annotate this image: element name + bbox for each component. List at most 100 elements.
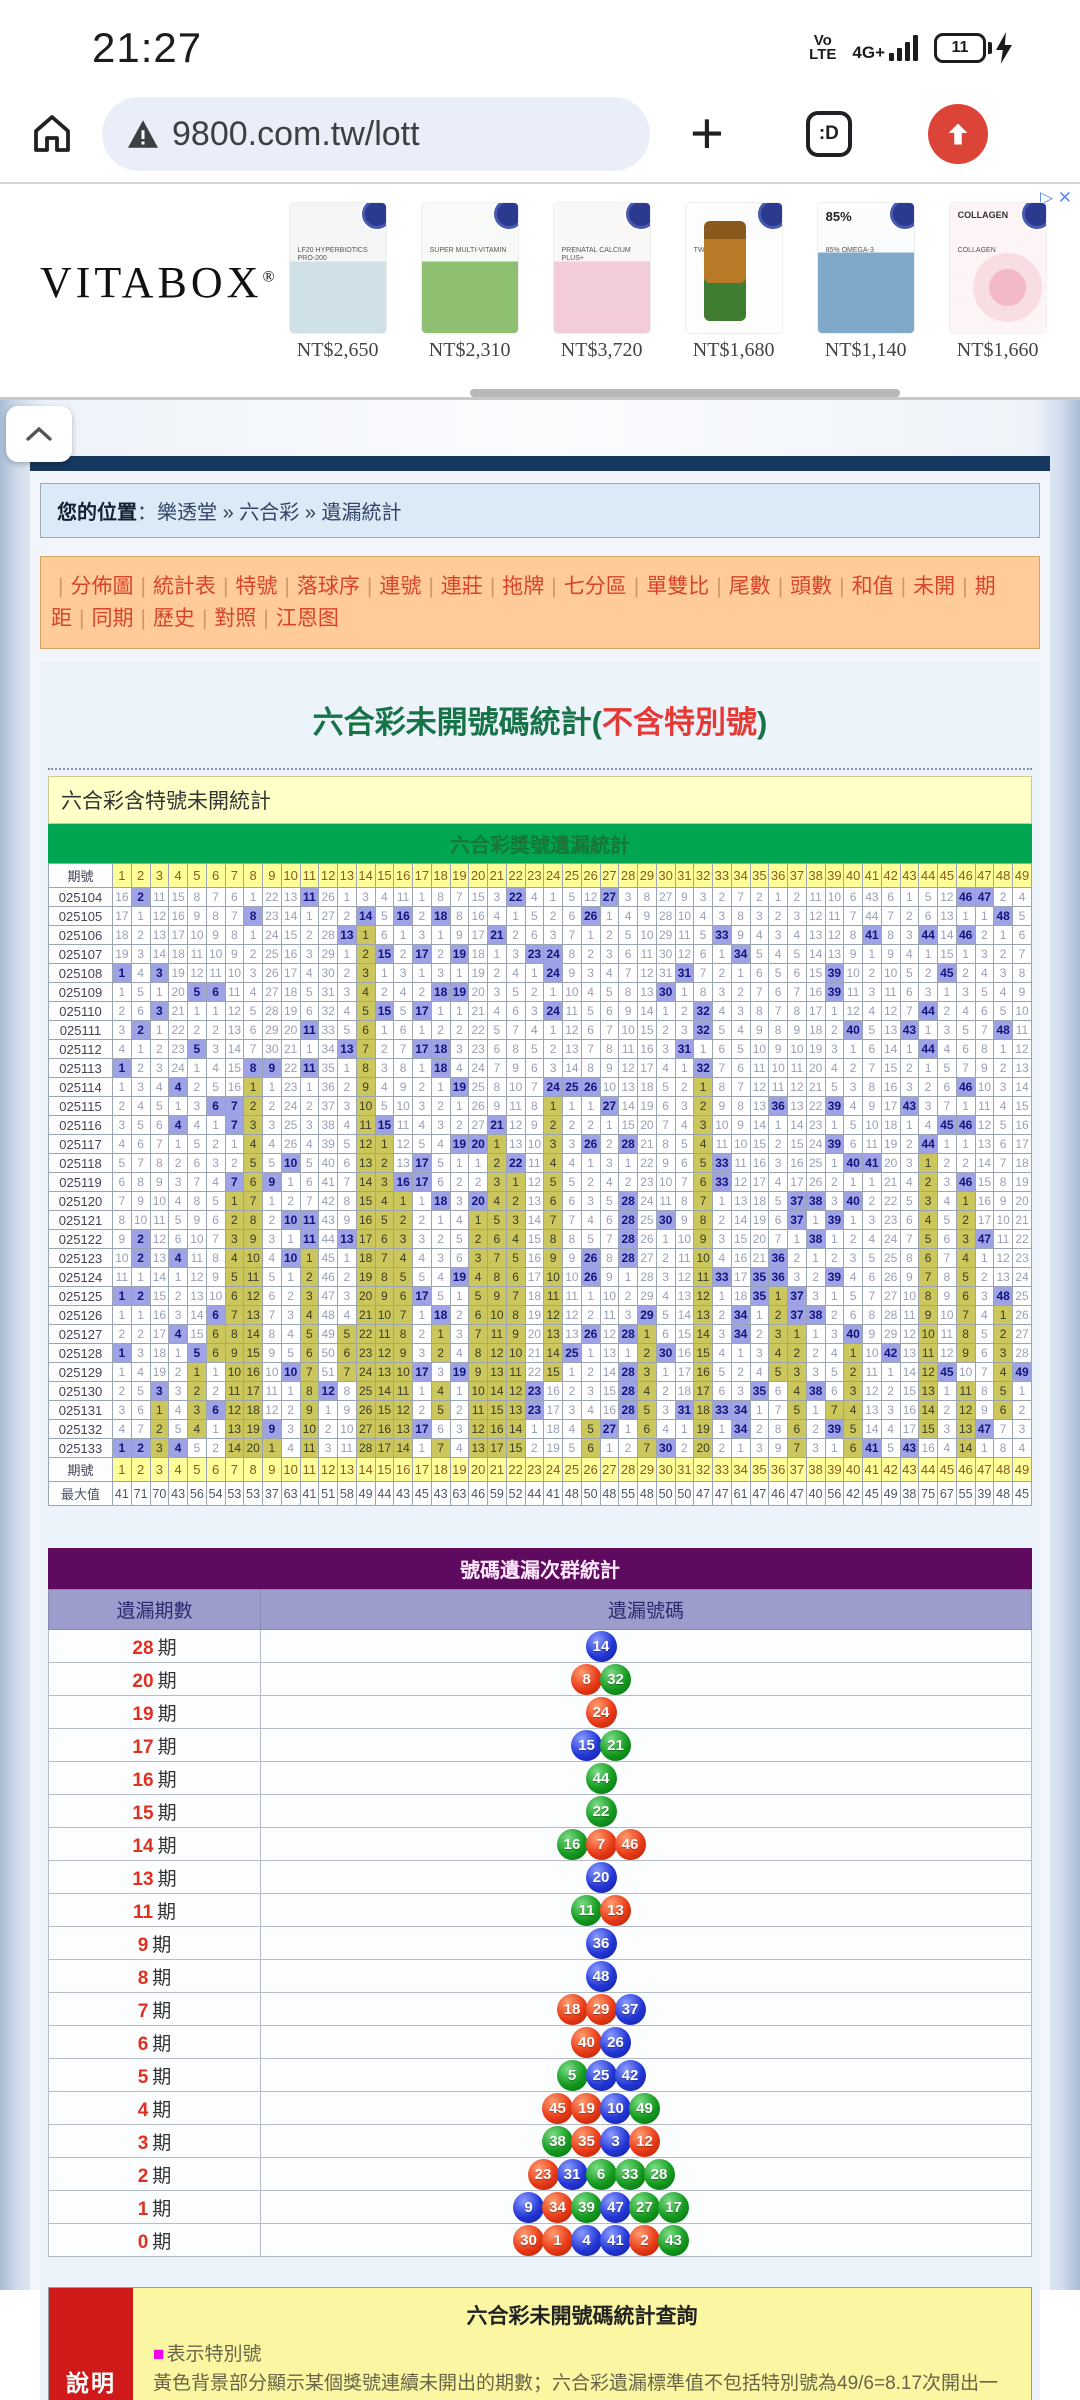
omission-cell: 22 (280, 1058, 301, 1078)
max-value-cell: 38 (899, 1481, 920, 1506)
nav-link-11[interactable]: 頭數 (790, 575, 833, 598)
omission-cell: 1 (805, 1324, 826, 1344)
omission-cell: 2 (112, 1096, 132, 1116)
omission-cell: 5 (243, 1001, 263, 1021)
nav-link-6[interactable]: 連莊 (440, 575, 483, 598)
omission-cell: 8 (1012, 963, 1032, 983)
omission-cell: 15 (787, 1134, 807, 1154)
lottery-ball: 1 (542, 2224, 573, 2256)
nav-link-1[interactable]: 分佈圖 (70, 575, 134, 598)
omission-cell: 6 (505, 1267, 526, 1287)
omission-cell: 4 (955, 1248, 976, 1268)
nav-link-16[interactable]: 歷史 (152, 606, 195, 630)
omission-cell: 21 (1012, 1210, 1032, 1230)
nav-link-13[interactable]: 未開 (913, 575, 956, 598)
omission-cell: 18 (149, 1343, 170, 1363)
update-button[interactable] (927, 104, 988, 164)
omission-cell: 21 (637, 1134, 657, 1154)
omission-cell: 9 (337, 1210, 357, 1230)
omission-cell: 9 (262, 1419, 282, 1439)
breadcrumb-lottery[interactable]: 六合彩 (239, 502, 300, 524)
omission-cell: 23 (880, 1210, 901, 1230)
nav-link-4[interactable]: 落球序 (296, 575, 360, 598)
nav-link-5[interactable]: 連號 (379, 575, 422, 598)
omission-cell: 1 (918, 1153, 938, 1173)
omission-cell: 12 (224, 1400, 245, 1420)
nav-link-7[interactable]: 拖牌 (502, 575, 545, 598)
number-column-header: 9 (262, 1457, 282, 1482)
omission-cell: 1 (430, 1001, 451, 1021)
ad-product[interactable]: LF20 HYPERBIOTICS PRO-200 NT$2,650 (279, 203, 397, 362)
omission-cell: 11 (843, 982, 863, 1002)
new-tab-button[interactable]: + (690, 101, 724, 166)
number-column-header: 43 (899, 863, 920, 888)
web-page: 您的位置：樂透堂 » 六合彩 » 遺漏統計 | 分佈圖 | 統計表 | 特號 | 落球序 | 連號… (0, 400, 1080, 2400)
ad-product[interactable]: TWK10 NT$1,680 (675, 203, 793, 362)
omission-cell: 1 (112, 1058, 132, 1078)
ad-close-icon[interactable]: ✕ (1057, 188, 1072, 207)
nav-link-3[interactable]: 特號 (235, 575, 278, 598)
omission-cell: 1 (974, 1438, 995, 1458)
omission-cell: 1 (768, 1115, 788, 1135)
nav-separator: | (222, 575, 229, 598)
nav-link-9[interactable]: 單雙比 (646, 575, 710, 598)
nav-link-15[interactable]: 同期 (91, 606, 134, 630)
tab-switcher-button[interactable]: :D (805, 111, 852, 157)
omission-cell: 3 (187, 1400, 207, 1420)
omission-cell: 1 (449, 1096, 470, 1116)
omission-cell: 1 (299, 906, 320, 926)
nav-link-8[interactable]: 七分區 (563, 575, 627, 598)
omission-cell: 17 (880, 1096, 901, 1116)
omission-cell: 2 (749, 1324, 770, 1344)
nav-link-18[interactable]: 江恩图 (275, 606, 339, 630)
collapse-ad-button[interactable] (6, 406, 72, 462)
omission-cell: 10 (1012, 1001, 1032, 1021)
miss-numbers-cell: 36 (260, 1926, 1032, 1960)
omission-cell: 2 (937, 1001, 957, 1021)
omission-cell: 5 (768, 1191, 788, 1211)
omission-cell: 32 (318, 1001, 338, 1021)
ad-product[interactable]: PRENATAL CALCIUM PLUS+ NT$3,720 (543, 203, 661, 362)
max-value-cell: 47 (787, 1481, 807, 1506)
omission-cell: 33 (318, 1020, 338, 1040)
ad-banner[interactable]: ▷ ✕ VITABOX® LF20 HYPERBIOTICS PRO-200 NT… (0, 182, 1080, 400)
omission-cell: 1 (937, 1381, 957, 1401)
omission-cell: 9 (205, 925, 226, 945)
lottery-ball: 5 (556, 2059, 588, 2091)
breadcrumb-home[interactable]: 樂透堂 (157, 502, 217, 524)
omission-cell: 8 (955, 1324, 976, 1344)
omission-cell: 22 (637, 1153, 657, 1173)
nav-link-10[interactable]: 尾數 (728, 575, 771, 598)
ad-carousel-scrollbar[interactable] (470, 389, 900, 397)
omission-cell: 12 (937, 887, 957, 907)
ad-product[interactable]: SUPER MULTI-VITAMIN NT$2,310 (411, 203, 529, 362)
omission-cell: 25 (805, 1153, 826, 1173)
nav-link-2[interactable]: 統計表 (152, 575, 216, 598)
nav-link-12[interactable]: 和值 (851, 575, 894, 598)
number-column-header: 39 (824, 863, 845, 888)
omission-cell: 1 (580, 925, 601, 945)
ad-product[interactable]: 85% OMEGA-3NT$1,140 (807, 203, 925, 362)
nav-link-14[interactable]: 期距 (51, 575, 996, 630)
omission-cell: 41 (318, 1172, 338, 1192)
miss-numbers-cell: 44 (260, 1761, 1032, 1795)
omission-cell: 26 (637, 1229, 657, 1249)
omission-cell: 12 (487, 1343, 507, 1363)
omission-cell: 10 (655, 1172, 676, 1192)
omission-cell: 4 (187, 1115, 207, 1135)
number-column-header: 10 (280, 1457, 301, 1482)
omission-cell: 2 (130, 887, 151, 907)
nav-link-17[interactable]: 對照 (214, 606, 257, 630)
omission-cell: 15 (468, 887, 488, 907)
omission-cell: 19 (693, 1419, 713, 1439)
lottery-ball: 8 (571, 1663, 602, 1695)
omission-cell: 13 (899, 1343, 920, 1363)
omission-cell: 2 (205, 1381, 226, 1401)
number-column-header: 25 (562, 1457, 582, 1482)
omission-cell: 1 (412, 1381, 432, 1401)
omission-cell: 6 (205, 1324, 226, 1344)
max-value-cell: 63 (449, 1481, 470, 1506)
url-bar[interactable]: 9800.com.tw/lott (102, 97, 650, 171)
home-icon[interactable] (28, 110, 76, 158)
